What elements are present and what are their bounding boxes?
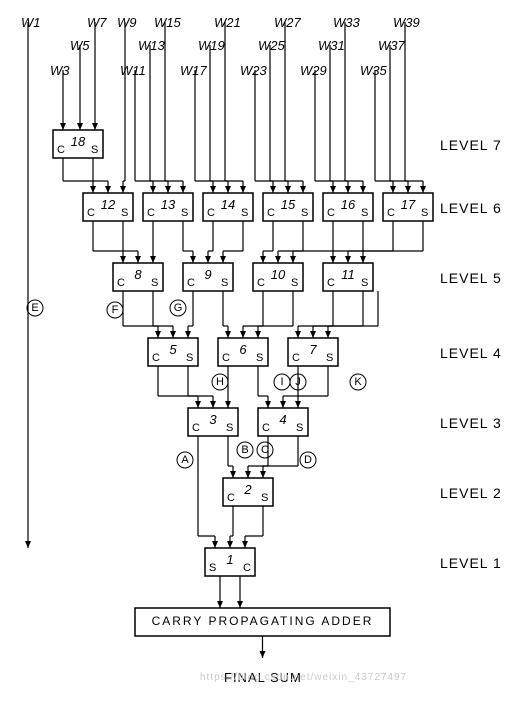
c-label: C	[152, 352, 160, 364]
s-label: S	[361, 207, 368, 219]
c-label: C	[117, 277, 125, 289]
circled-letter: J	[291, 375, 305, 389]
box-number: 5	[165, 342, 181, 357]
level-label: LEVEL 3	[440, 415, 502, 431]
c-label: C	[87, 207, 95, 219]
c-label: C	[327, 277, 335, 289]
c-label: C	[267, 207, 275, 219]
s-label: S	[261, 492, 268, 504]
input-label: W23	[240, 63, 267, 78]
watermark: https://blog.csdn.net/weixin_43727497	[200, 672, 407, 683]
circled-letter: H	[213, 375, 227, 389]
box-number: 18	[70, 134, 86, 149]
s-label: S	[301, 207, 308, 219]
s-label: S	[221, 277, 228, 289]
box-number: 15	[280, 197, 296, 212]
box-number: 14	[220, 197, 236, 212]
input-label: W13	[138, 38, 165, 53]
s-label: S	[326, 352, 333, 364]
s-label: S	[151, 277, 158, 289]
circled-letter: I	[275, 375, 289, 389]
box-number: 13	[160, 197, 176, 212]
s-label: S	[121, 207, 128, 219]
c-label: C	[327, 207, 335, 219]
level-label: LEVEL 6	[440, 200, 502, 216]
input-label: W25	[258, 38, 285, 53]
c-label: S	[209, 562, 216, 574]
s-label: S	[296, 422, 303, 434]
input-label: W11	[120, 63, 146, 78]
box-number: 8	[130, 267, 146, 282]
input-label: W29	[300, 63, 327, 78]
c-label: C	[207, 207, 215, 219]
level-label: LEVEL 2	[440, 485, 502, 501]
s-label: S	[241, 207, 248, 219]
circled-letter: E	[28, 301, 42, 315]
box-number: 17	[400, 197, 416, 212]
input-label: W39	[393, 15, 420, 30]
c-label: C	[147, 207, 155, 219]
s-label: S	[256, 352, 263, 364]
input-label: W17	[180, 63, 207, 78]
s-label: S	[291, 277, 298, 289]
box-number: 9	[200, 267, 216, 282]
circled-letter: F	[108, 303, 122, 317]
input-label: W33	[333, 15, 360, 30]
s-label: S	[361, 277, 368, 289]
circled-letter: B	[238, 443, 252, 457]
input-label: W27	[274, 15, 301, 30]
s-label: S	[226, 422, 233, 434]
c-label: C	[257, 277, 265, 289]
box-number: 6	[235, 342, 251, 357]
c-label: C	[57, 144, 65, 156]
level-label: LEVEL 1	[440, 555, 502, 571]
box-number: 3	[205, 412, 221, 427]
cpa-label: CARRY PROPAGATING ADDER	[140, 614, 385, 628]
input-label: W21	[214, 15, 241, 30]
c-label: C	[262, 422, 270, 434]
c-label: C	[227, 492, 235, 504]
c-label: C	[387, 207, 395, 219]
c-label: C	[192, 422, 200, 434]
s-label: S	[91, 144, 98, 156]
box-number: 11	[340, 267, 356, 282]
circled-letter: C	[258, 443, 272, 457]
input-label: W1	[21, 15, 41, 30]
box-number: 4	[275, 412, 291, 427]
input-label: W15	[154, 15, 181, 30]
c-label: C	[187, 277, 195, 289]
input-label: W19	[198, 38, 225, 53]
box-number: 10	[270, 267, 286, 282]
box-number: 7	[305, 342, 321, 357]
input-label: W35	[360, 63, 387, 78]
circled-letter: G	[171, 301, 185, 315]
input-label: W31	[318, 38, 345, 53]
box-number: 16	[340, 197, 356, 212]
c-label: C	[222, 352, 230, 364]
input-label: W7	[87, 15, 107, 30]
level-label: LEVEL 7	[440, 137, 502, 153]
circled-letter: A	[178, 453, 192, 467]
input-label: W9	[117, 15, 137, 30]
s-label: S	[181, 207, 188, 219]
box-number: 2	[240, 482, 256, 497]
c-label: C	[292, 352, 300, 364]
box-number: 12	[100, 197, 116, 212]
circled-letter: D	[301, 453, 315, 467]
input-label: W37	[378, 38, 405, 53]
s-label: S	[421, 207, 428, 219]
circled-letter: K	[351, 375, 365, 389]
level-label: LEVEL 4	[440, 345, 502, 361]
level-label: LEVEL 5	[440, 270, 502, 286]
s-label: C	[243, 562, 251, 574]
s-label: S	[186, 352, 193, 364]
input-label: W3	[50, 63, 70, 78]
box-number: 1	[222, 552, 238, 567]
input-label: W5	[70, 38, 90, 53]
